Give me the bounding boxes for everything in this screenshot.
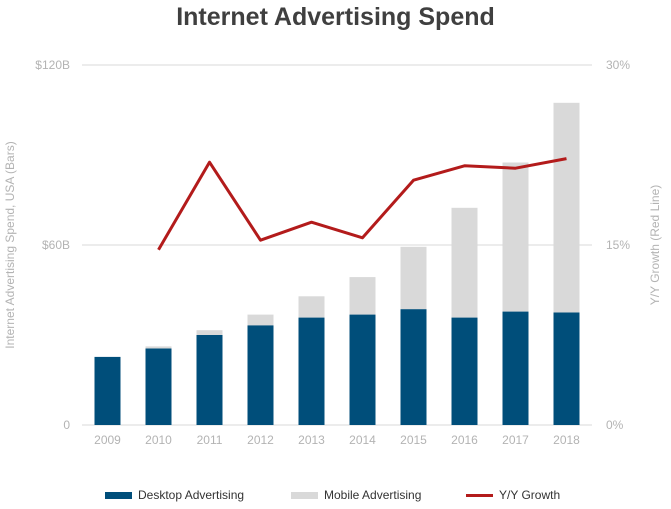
- legend-swatch-desktop: [105, 491, 132, 499]
- y-tick-label: 0: [63, 418, 70, 432]
- bar-mobile: [400, 246, 427, 310]
- bar-mobile: [349, 277, 376, 315]
- bar-desktop: [502, 311, 529, 425]
- legend-swatch-mobile: [291, 491, 318, 499]
- y2-tick-label: 30%: [606, 58, 630, 72]
- legend-item-mobile: Mobile Advertising: [291, 488, 421, 502]
- plot-area: 0 $60B $120B 0% 15% 30% 2009 2010 2011 2012 2013 20…: [3, 58, 662, 447]
- x-tick-label: 2015: [400, 433, 427, 447]
- bar-mobile: [145, 346, 172, 349]
- bar-desktop: [94, 356, 121, 425]
- x-tick-label: 2011: [197, 433, 223, 447]
- x-tick-label: 2014: [349, 433, 376, 447]
- x-tick-label: 2018: [553, 433, 580, 447]
- x-tick-label: 2013: [298, 433, 325, 447]
- bar-desktop: [247, 325, 274, 425]
- bar-mobile: [451, 207, 478, 318]
- legend-label-desktop: Desktop Advertising: [138, 488, 245, 502]
- bar-mobile: [247, 314, 274, 326]
- y-tick-label: $60B: [42, 238, 70, 252]
- y2-tick-label: 0%: [606, 418, 624, 432]
- bar-desktop: [400, 309, 427, 425]
- bar-mobile: [553, 102, 580, 313]
- x-tick-label: 2010: [145, 433, 172, 447]
- y2-axis-title: Y/Y Growth (Red Line): [648, 185, 662, 306]
- y2-tick-label: 15%: [606, 238, 630, 252]
- legend-label-mobile: Mobile Advertising: [324, 488, 422, 502]
- bar-desktop: [196, 335, 223, 425]
- legend-item-desktop: Desktop Advertising: [105, 488, 244, 502]
- y-axis-title: Internet Advertising Spend, USA (Bars): [3, 141, 17, 348]
- legend-swatch-growth: [466, 493, 493, 497]
- bar-desktop: [451, 317, 478, 425]
- bar-mobile: [196, 330, 223, 335]
- growth-line: [157, 157, 567, 251]
- bar-desktop: [145, 348, 172, 425]
- bar-desktop: [349, 314, 376, 425]
- bar-mobile: [502, 162, 529, 312]
- bar-desktop: [553, 312, 580, 425]
- legend-label-growth: Y/Y Growth: [499, 488, 561, 502]
- legend-item-growth: Y/Y Growth: [466, 488, 560, 502]
- x-tick-label: 2016: [451, 433, 478, 447]
- legend: Desktop Advertising Mobile Advertising Y…: [0, 488, 671, 506]
- chart-title: Internet Advertising Spend: [176, 3, 495, 31]
- x-tick-label: 2009: [94, 433, 121, 447]
- bar-desktop: [298, 317, 325, 425]
- y-tick-label: $120B: [35, 58, 70, 72]
- x-tick-label: 2012: [247, 433, 274, 447]
- bar-mobile: [298, 296, 325, 318]
- x-tick-label: 2017: [502, 433, 529, 447]
